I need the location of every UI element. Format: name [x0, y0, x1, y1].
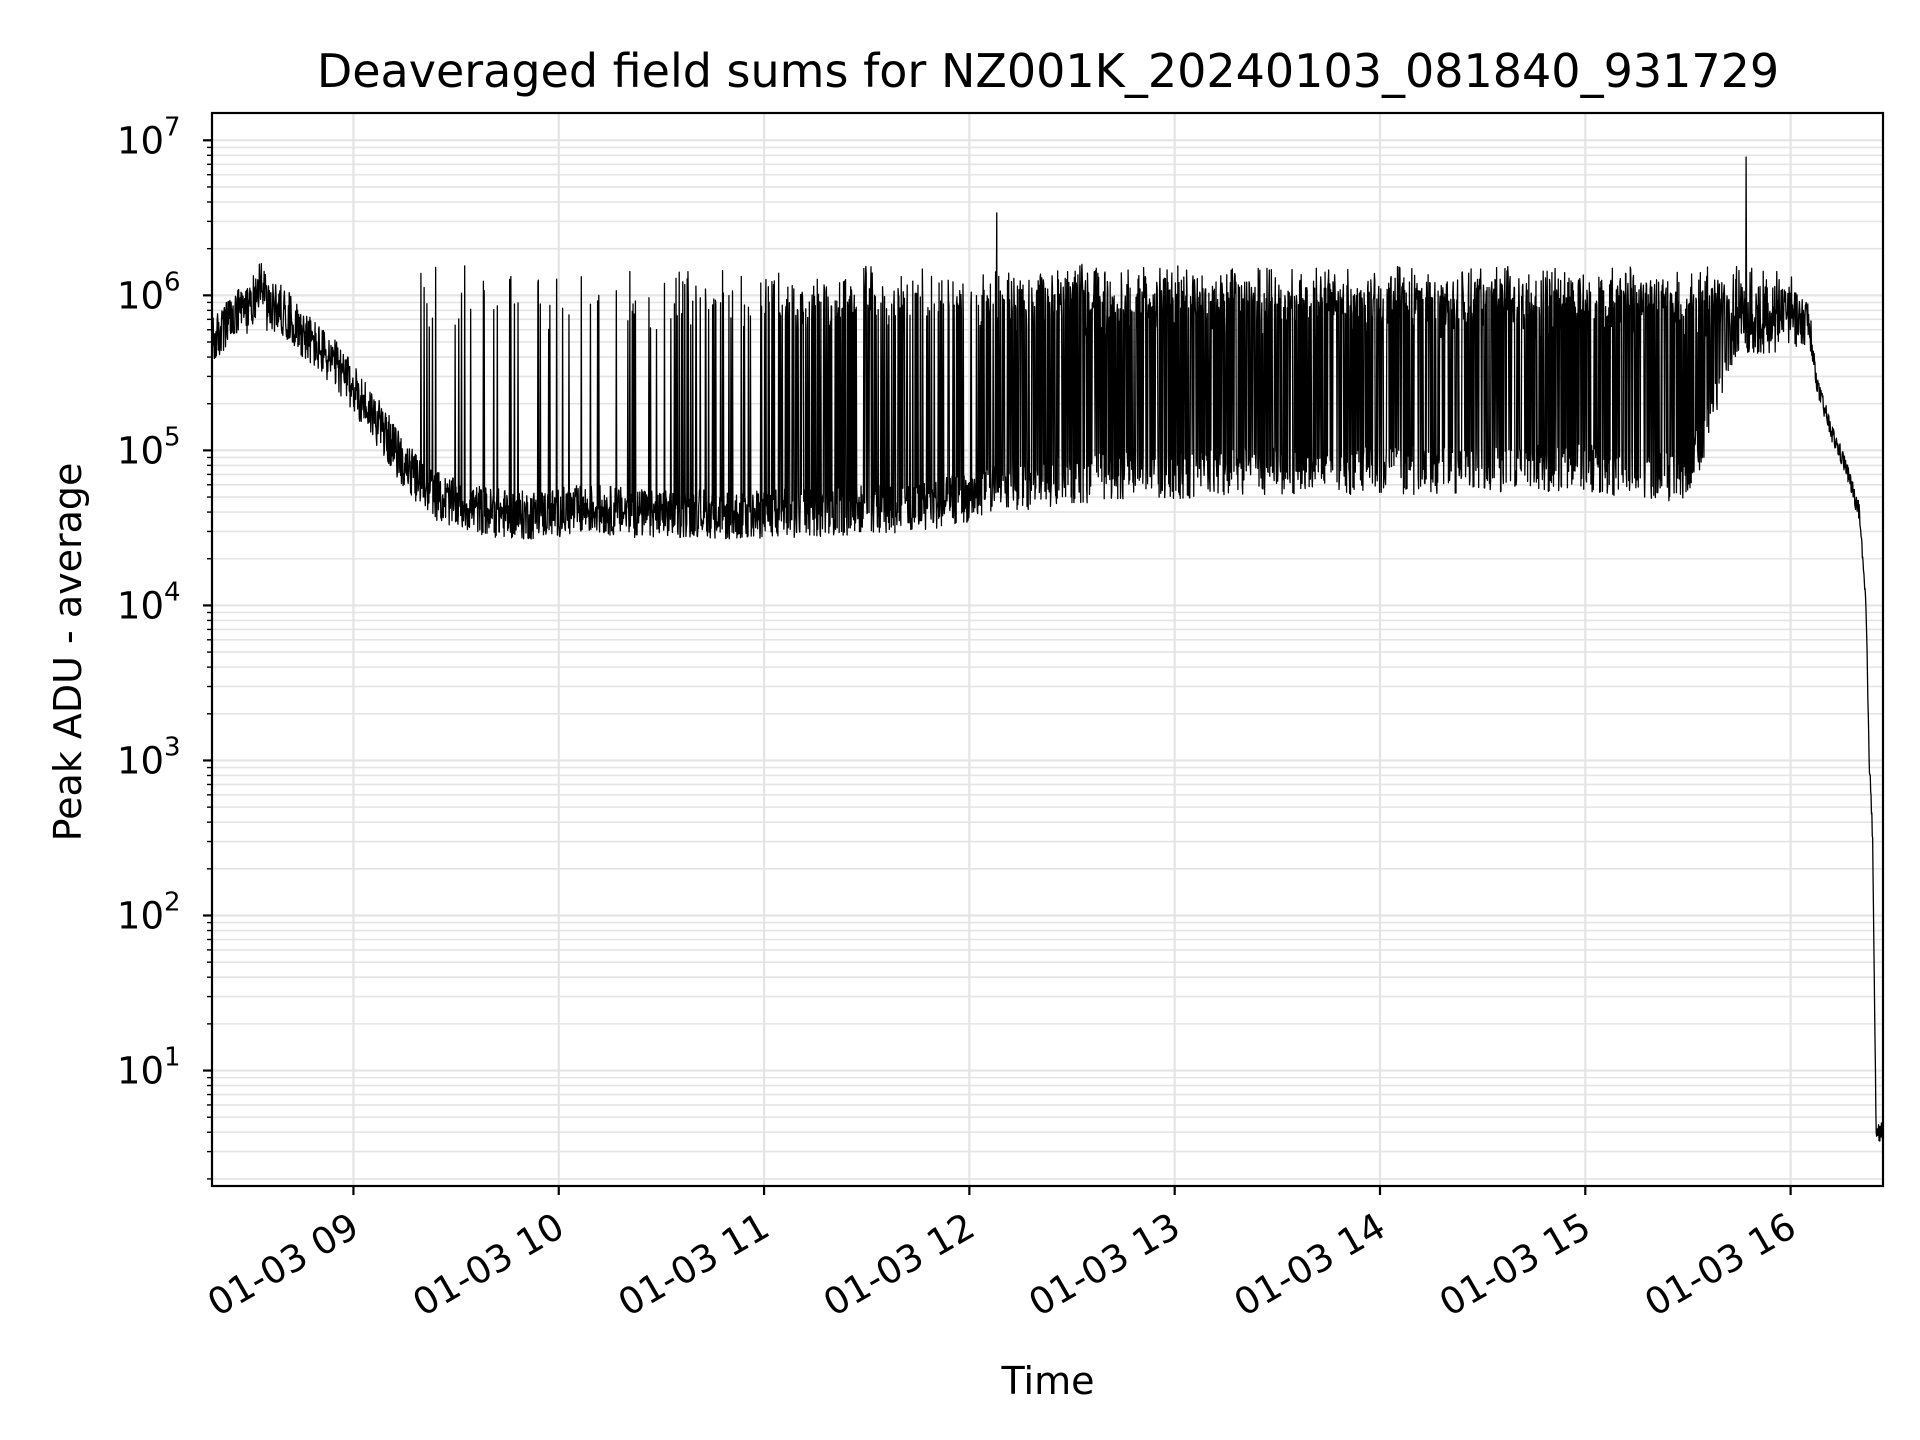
- series-line: [211, 156, 1884, 1142]
- y-tick-exponent: 6: [164, 267, 181, 297]
- y-tick-base: 10: [117, 584, 164, 627]
- y-tick-base: 10: [117, 895, 164, 938]
- y-tick-base: 10: [117, 1050, 164, 1093]
- plot-frame: [210, 111, 1885, 1188]
- y-tick-exponent: 1: [164, 1043, 181, 1073]
- y-tick-label: 10: [117, 274, 164, 317]
- y-tick-exponent: 2: [164, 888, 181, 918]
- y-tick-label: 10: [117, 584, 164, 627]
- x-axis-label: Time: [1001, 1359, 1095, 1403]
- y-tick-label: 10: [117, 119, 164, 162]
- y-tick-exponent: 4: [164, 577, 181, 607]
- y-tick-base: 10: [117, 274, 164, 317]
- y-tick-exponent: 7: [164, 112, 181, 142]
- y-tick-label: 10: [117, 895, 164, 938]
- y-tick-base: 10: [117, 429, 164, 472]
- y-tick-label: 10: [117, 739, 164, 782]
- y-tick-exponent: 3: [164, 732, 181, 762]
- y-tick-base: 10: [117, 119, 164, 162]
- y-tick-exponent: 5: [164, 422, 181, 452]
- y-tick-base: 10: [117, 739, 164, 782]
- chart-title: Deaveraged field sums for NZ001K_2024010…: [317, 44, 1779, 98]
- y-axis-label: Peak ADU - average: [46, 463, 90, 842]
- y-tick-label: 10: [117, 1050, 164, 1093]
- y-tick-label: 10: [117, 429, 164, 472]
- series-layer: [211, 156, 1884, 1142]
